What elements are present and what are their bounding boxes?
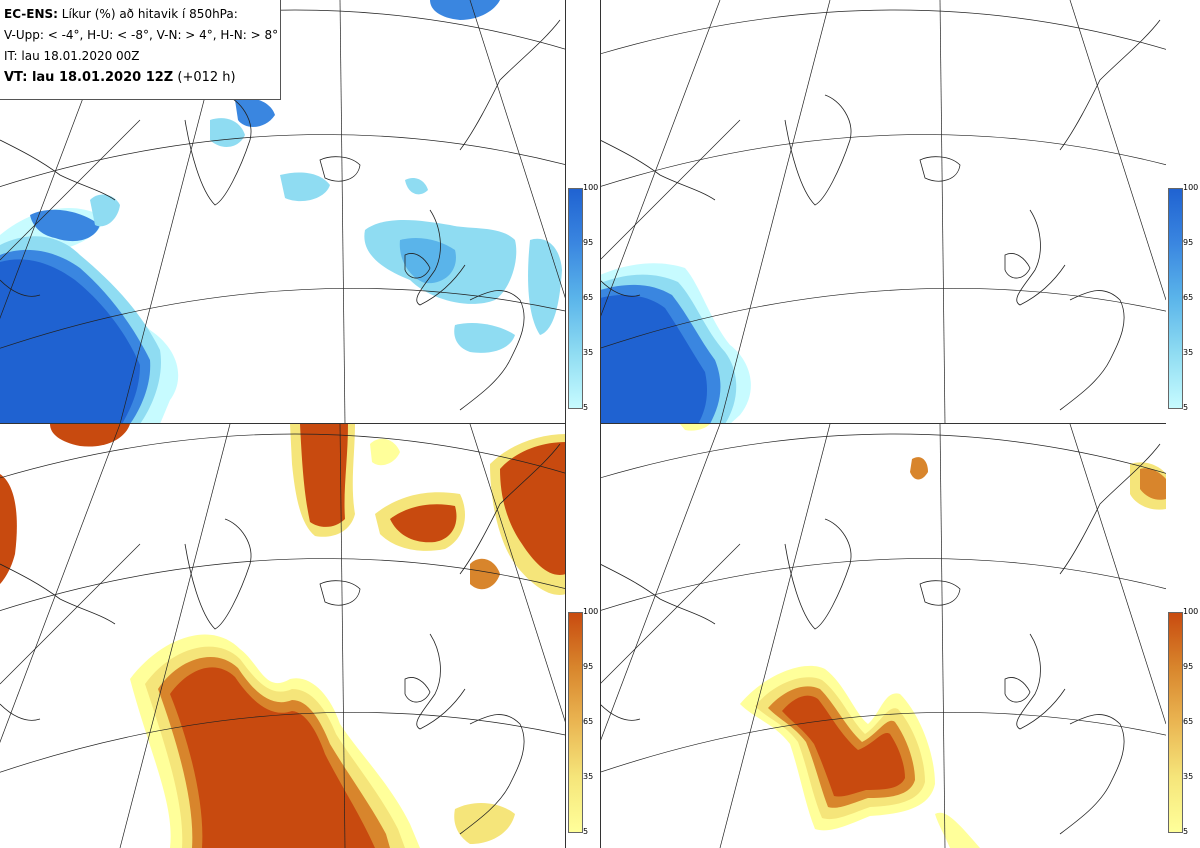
map-svg	[0, 0, 566, 424]
map-panel-warm-strong	[600, 424, 1166, 848]
colorbar-warm-left: 100 95 65 35 5	[568, 608, 598, 836]
graticule	[0, 0, 566, 424]
map-svg	[0, 424, 566, 848]
colorbar-segment	[1168, 353, 1182, 408]
colorbar-outline	[1168, 188, 1183, 409]
probability-field	[0, 0, 562, 424]
init-time: IT: lau 18.01.2020 00Z	[4, 49, 140, 63]
legend-title: Líkur (%) að hitavik í 850hPa:	[61, 7, 238, 21]
colorbar-tick-label: 35	[1183, 772, 1194, 781]
colorbar-segment	[1168, 243, 1182, 298]
colorbar-warm-right: 100 95 65 35 5	[1168, 608, 1198, 836]
colorbar-tick-label: 35	[583, 772, 594, 781]
graticule	[600, 424, 1166, 848]
colorbar-segment	[1168, 612, 1182, 667]
colorbar-tick-label: 95	[1183, 238, 1194, 247]
colorbar-segment	[568, 667, 582, 722]
colorbar-cold-left: 100 95 65 35 5	[568, 184, 598, 412]
colorbar-segment	[568, 188, 582, 243]
map-panel-cold-moderate: EC-ENS: Líkur (%) að hitavik í 850hPa: V…	[0, 0, 566, 424]
panel-border-v-left	[565, 0, 566, 848]
colorbar-tick-label: 65	[1183, 293, 1194, 302]
colorbar-outline	[568, 612, 583, 833]
coastlines	[0, 19, 561, 411]
colorbar-tick-label: 65	[1183, 717, 1194, 726]
colorbar-tick-label: 35	[583, 348, 594, 357]
colorbar-segment	[568, 298, 582, 353]
colorbar-outline	[1168, 612, 1183, 833]
coastlines	[600, 443, 1161, 835]
colorbar-tick-label: 95	[583, 662, 594, 671]
colorbar-tick-label: 65	[583, 293, 594, 302]
colorbar-tick-label: 5	[1183, 827, 1189, 836]
panel-border-top-right	[600, 423, 1166, 424]
colorbar-segment	[568, 777, 582, 832]
probability-field	[0, 424, 566, 848]
coastlines	[0, 443, 561, 835]
colorbar-cold-right: 100 95 65 35 5	[1168, 184, 1198, 412]
probability-field	[680, 424, 1166, 848]
colorbar-segment	[568, 243, 582, 298]
graticule	[600, 0, 1166, 424]
map-legend: EC-ENS: Líkur (%) að hitavik í 850hPa: V…	[0, 0, 281, 100]
colorbar-segment	[1168, 777, 1182, 832]
colorbar-tick-label: 100	[1183, 183, 1199, 192]
colorbar-tick-label: 5	[1183, 403, 1189, 412]
colorbar-tick-label: 5	[583, 827, 589, 836]
colorbar-segment	[1168, 298, 1182, 353]
colorbar-segment	[568, 353, 582, 408]
colorbar-outline	[568, 188, 583, 409]
map-panel-cold-strong	[600, 0, 1166, 424]
colorbar-segment	[1168, 722, 1182, 777]
colorbar-tick-label: 100	[1183, 607, 1199, 616]
panel-border-v-right	[600, 0, 601, 848]
probability-field	[600, 263, 751, 424]
colorbar-tick-label: 65	[583, 717, 594, 726]
colorbar-tick-label: 35	[1183, 348, 1194, 357]
colorbar-segment	[568, 722, 582, 777]
colorbar-tick-label: 95	[583, 238, 594, 247]
colorbar-segment	[1168, 667, 1182, 722]
graticule	[0, 424, 566, 848]
valid-time: VT: lau 18.01.2020 12Z	[4, 70, 174, 85]
model-label: EC-ENS:	[4, 7, 58, 21]
map-svg	[600, 424, 1166, 848]
lead-time: (+012 h)	[177, 70, 236, 85]
threshold-text: V-Upp: < -4°, H-U: < -8°, V-N: > 4°, H-N…	[4, 28, 279, 42]
coastlines	[600, 19, 1161, 411]
colorbar-tick-label: 100	[583, 183, 599, 192]
colorbar-tick-label: 95	[1183, 662, 1194, 671]
colorbar-segment	[1168, 188, 1182, 243]
colorbar-segment	[568, 612, 582, 667]
map-svg	[600, 0, 1166, 424]
panel-border-top-left	[0, 423, 566, 424]
colorbar-tick-label: 100	[583, 607, 599, 616]
colorbar-tick-label: 5	[583, 403, 589, 412]
map-panel-warm-moderate	[0, 424, 566, 848]
